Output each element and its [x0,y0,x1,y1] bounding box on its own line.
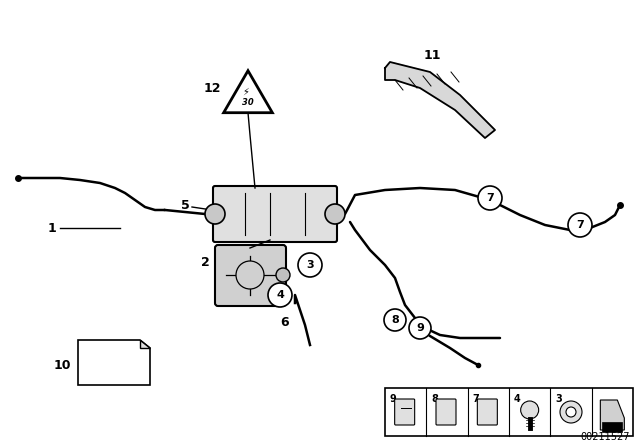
Text: 12: 12 [204,82,221,95]
Text: 3: 3 [306,260,314,270]
Text: 6: 6 [281,315,289,328]
Circle shape [478,186,502,210]
Polygon shape [223,71,273,113]
Text: 7: 7 [472,394,479,404]
Text: 11: 11 [423,48,441,61]
Circle shape [205,204,225,224]
Text: 8: 8 [431,394,438,404]
Text: 5: 5 [180,198,189,211]
FancyBboxPatch shape [215,245,286,306]
FancyBboxPatch shape [477,399,497,425]
Circle shape [268,283,292,307]
Circle shape [236,261,264,289]
Text: 10: 10 [53,358,71,371]
Circle shape [276,268,290,282]
Circle shape [521,401,539,419]
Text: 7: 7 [576,220,584,230]
Circle shape [409,317,431,339]
Text: 4: 4 [276,290,284,300]
Circle shape [384,309,406,331]
Text: 30: 30 [242,98,254,107]
Circle shape [325,204,345,224]
Polygon shape [140,340,150,348]
Text: 9: 9 [416,323,424,333]
Polygon shape [600,400,625,430]
Polygon shape [602,422,622,432]
Circle shape [560,401,582,423]
Text: 2: 2 [200,255,209,268]
Text: 3: 3 [556,394,562,404]
Polygon shape [78,340,150,385]
FancyBboxPatch shape [436,399,456,425]
Text: 1: 1 [47,221,56,234]
Circle shape [568,213,592,237]
FancyBboxPatch shape [213,186,337,242]
Polygon shape [385,62,495,138]
Text: ⚡: ⚡ [243,87,250,97]
Text: 8: 8 [391,315,399,325]
FancyBboxPatch shape [395,399,415,425]
Circle shape [298,253,322,277]
Circle shape [566,407,576,417]
Text: 4: 4 [514,394,521,404]
Text: 7: 7 [486,193,494,203]
Text: 00211527: 00211527 [580,432,630,442]
Bar [385,388,633,436]
Text: 9: 9 [390,394,397,404]
